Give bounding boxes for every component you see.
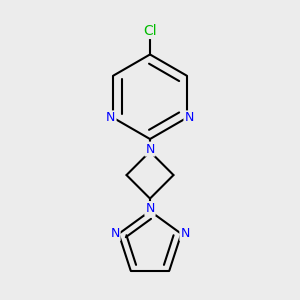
Text: Cl: Cl [143,24,157,38]
Text: N: N [145,142,155,156]
Text: N: N [145,202,155,215]
Text: N: N [110,227,120,240]
Text: N: N [184,111,194,124]
Text: N: N [180,227,190,240]
Text: N: N [106,111,116,124]
